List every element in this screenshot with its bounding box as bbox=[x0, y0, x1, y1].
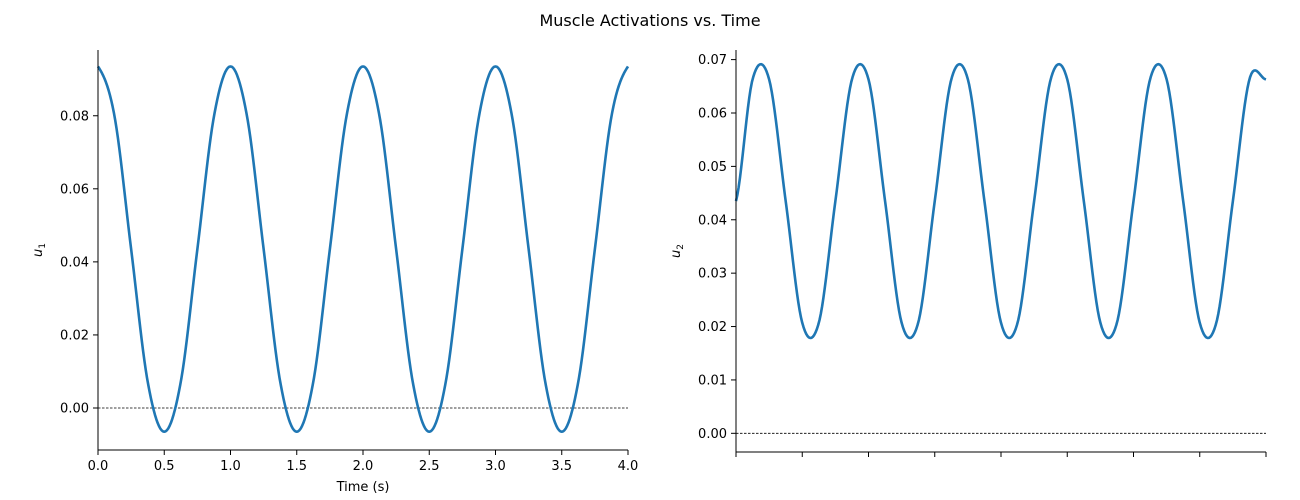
series-line-1 bbox=[96, 65, 630, 434]
x-tick-label: 3.0 bbox=[485, 459, 506, 474]
y-tick-label: 0.00 bbox=[698, 427, 727, 442]
y-tick-label: 0.00 bbox=[60, 401, 89, 416]
y-tick-label: 0.06 bbox=[60, 182, 89, 197]
x-tick-label: 0.0 bbox=[88, 459, 109, 474]
y-tick-label: 0.01 bbox=[698, 373, 727, 388]
figure-title: Muscle Activations vs. Time bbox=[539, 11, 760, 30]
x-tick-label: 0.5 bbox=[154, 459, 175, 474]
x-tick-label: 1.5 bbox=[286, 459, 307, 474]
x-axis-label: Time (s) bbox=[336, 480, 390, 495]
x-tick-label: 2.5 bbox=[419, 459, 440, 474]
y-tick-label: 0.08 bbox=[60, 109, 89, 124]
y-tick-label: 0.02 bbox=[60, 328, 89, 343]
y-tick-label: 0.02 bbox=[698, 320, 727, 335]
u1-subplot: 0.0 0.5 1.0 1.5 2.0 2.5 3.0 3.5 4.0 0.00 0.02 0.04 0… bbox=[31, 50, 638, 495]
y-tick-label: 0.03 bbox=[698, 267, 727, 282]
x-tick-label: 4.0 bbox=[618, 459, 639, 474]
y-tick-label: 0.05 bbox=[698, 160, 727, 175]
series-line-1 bbox=[734, 62, 1267, 340]
y-tick-label: 0.06 bbox=[698, 106, 727, 121]
x-tick-label: 3.5 bbox=[551, 459, 572, 474]
y-tick-label: 0.04 bbox=[60, 255, 89, 270]
y-tick-label: 0.07 bbox=[698, 53, 727, 68]
y-tick-label: 0.04 bbox=[698, 213, 727, 228]
y-axis-label: u1 bbox=[31, 243, 48, 257]
x-tick-label: 2.0 bbox=[353, 459, 374, 474]
u2-subplot: 0.00 0.01 0.02 0.03 0.04 0.05 0.06 0.07 u2 bbox=[669, 50, 1267, 457]
y-axis-label: u2 bbox=[669, 244, 686, 258]
x-tick-label: 1.0 bbox=[220, 459, 241, 474]
